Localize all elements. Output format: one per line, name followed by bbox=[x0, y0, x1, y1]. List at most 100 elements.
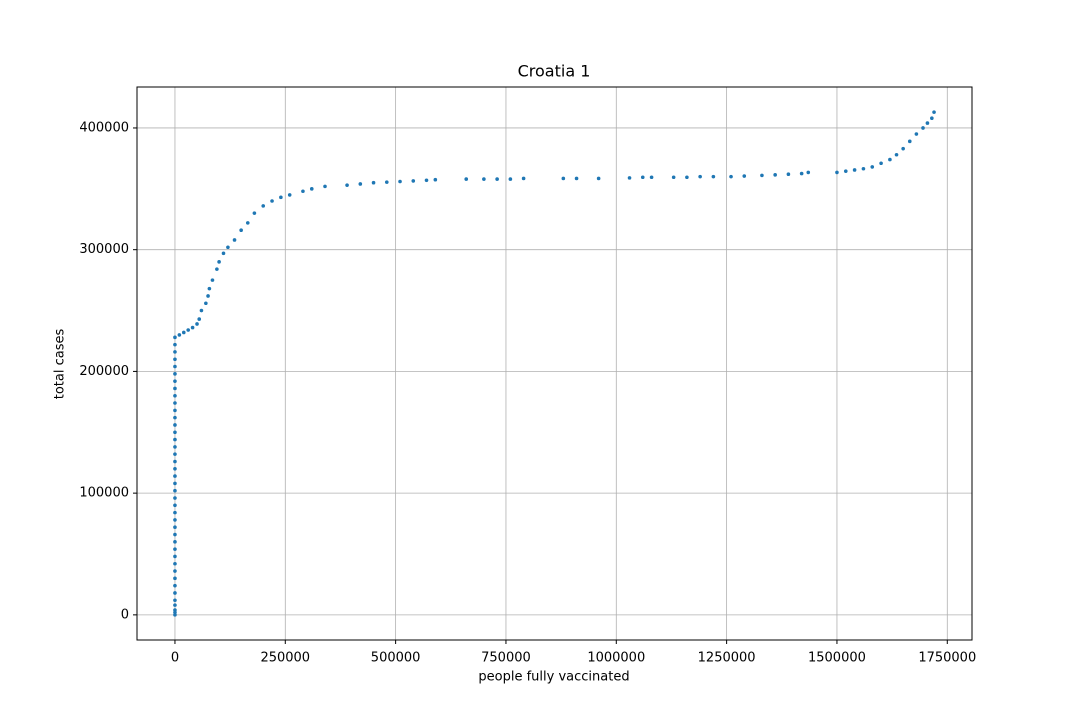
point bbox=[384, 180, 389, 184]
point bbox=[398, 179, 402, 184]
point bbox=[173, 364, 177, 369]
point bbox=[358, 182, 363, 186]
point bbox=[217, 260, 221, 264]
x-tick-label: 750000 bbox=[481, 651, 531, 666]
x-axis-label: people fully vaccinated bbox=[478, 670, 629, 685]
y-tick-label: 100000 bbox=[79, 486, 129, 501]
point bbox=[932, 110, 936, 114]
y-tick-label: 300000 bbox=[79, 242, 129, 257]
x-tick-label: 0 bbox=[171, 651, 179, 666]
point bbox=[173, 603, 177, 607]
point bbox=[173, 342, 177, 347]
point bbox=[888, 157, 892, 162]
point bbox=[424, 178, 429, 183]
point bbox=[173, 430, 177, 435]
x-tick-label: 1500000 bbox=[808, 651, 866, 666]
point bbox=[799, 171, 804, 176]
point bbox=[930, 116, 934, 121]
point bbox=[173, 445, 177, 449]
point bbox=[173, 423, 177, 427]
point bbox=[173, 525, 177, 530]
point bbox=[173, 510, 177, 515]
point bbox=[195, 322, 199, 326]
point bbox=[574, 176, 579, 181]
point bbox=[301, 189, 305, 194]
point bbox=[173, 466, 177, 471]
point bbox=[226, 245, 230, 250]
point bbox=[173, 540, 177, 544]
point bbox=[323, 184, 327, 189]
point bbox=[495, 177, 499, 181]
point bbox=[207, 286, 212, 291]
point bbox=[173, 393, 177, 398]
y-axis-label: total cases bbox=[53, 329, 68, 400]
point bbox=[464, 177, 469, 181]
point bbox=[173, 408, 177, 413]
point bbox=[173, 481, 177, 486]
point bbox=[173, 401, 177, 405]
x-tick-label: 1000000 bbox=[587, 651, 645, 666]
point bbox=[843, 169, 848, 173]
point bbox=[173, 496, 177, 500]
point bbox=[760, 173, 764, 178]
point bbox=[173, 598, 177, 603]
point bbox=[173, 503, 177, 508]
point bbox=[173, 583, 177, 588]
point bbox=[786, 172, 791, 177]
point bbox=[287, 193, 292, 197]
point bbox=[521, 176, 526, 181]
point bbox=[861, 166, 866, 171]
y-tick-label: 200000 bbox=[79, 364, 129, 379]
point bbox=[173, 561, 177, 566]
point bbox=[173, 459, 177, 464]
point bbox=[433, 177, 438, 182]
point bbox=[279, 195, 283, 200]
point bbox=[173, 415, 177, 420]
point bbox=[345, 183, 349, 187]
point bbox=[210, 278, 215, 282]
point bbox=[173, 532, 177, 537]
chart-title: Croatia 1 bbox=[518, 62, 591, 81]
point bbox=[870, 165, 875, 169]
point bbox=[901, 146, 905, 151]
point bbox=[371, 180, 376, 185]
point bbox=[835, 170, 839, 175]
x-tick-label: 250000 bbox=[260, 651, 310, 666]
point bbox=[921, 126, 925, 130]
point bbox=[806, 170, 811, 175]
point bbox=[245, 221, 250, 225]
point bbox=[711, 174, 716, 179]
point bbox=[186, 328, 190, 332]
point bbox=[685, 175, 689, 180]
point bbox=[173, 350, 177, 354]
point bbox=[239, 228, 243, 233]
point bbox=[852, 168, 857, 172]
point bbox=[649, 175, 654, 180]
point bbox=[508, 177, 513, 181]
point bbox=[411, 179, 416, 183]
point bbox=[173, 576, 177, 581]
point bbox=[627, 176, 632, 180]
point bbox=[206, 294, 210, 298]
point bbox=[173, 437, 177, 442]
point bbox=[173, 518, 177, 522]
point bbox=[173, 591, 177, 595]
point bbox=[181, 330, 186, 335]
point bbox=[482, 177, 486, 181]
point bbox=[173, 474, 177, 478]
point bbox=[640, 175, 645, 180]
point bbox=[173, 335, 177, 340]
x-tick-label: 1250000 bbox=[698, 651, 756, 666]
x-tick-label: 500000 bbox=[371, 651, 421, 666]
point bbox=[925, 121, 930, 125]
point bbox=[173, 357, 177, 362]
point bbox=[561, 176, 566, 181]
point bbox=[173, 569, 177, 573]
point bbox=[173, 488, 177, 493]
point bbox=[173, 379, 177, 383]
point bbox=[177, 333, 182, 337]
point bbox=[596, 176, 601, 181]
x-tick-label: 1750000 bbox=[918, 651, 976, 666]
point bbox=[215, 267, 219, 271]
